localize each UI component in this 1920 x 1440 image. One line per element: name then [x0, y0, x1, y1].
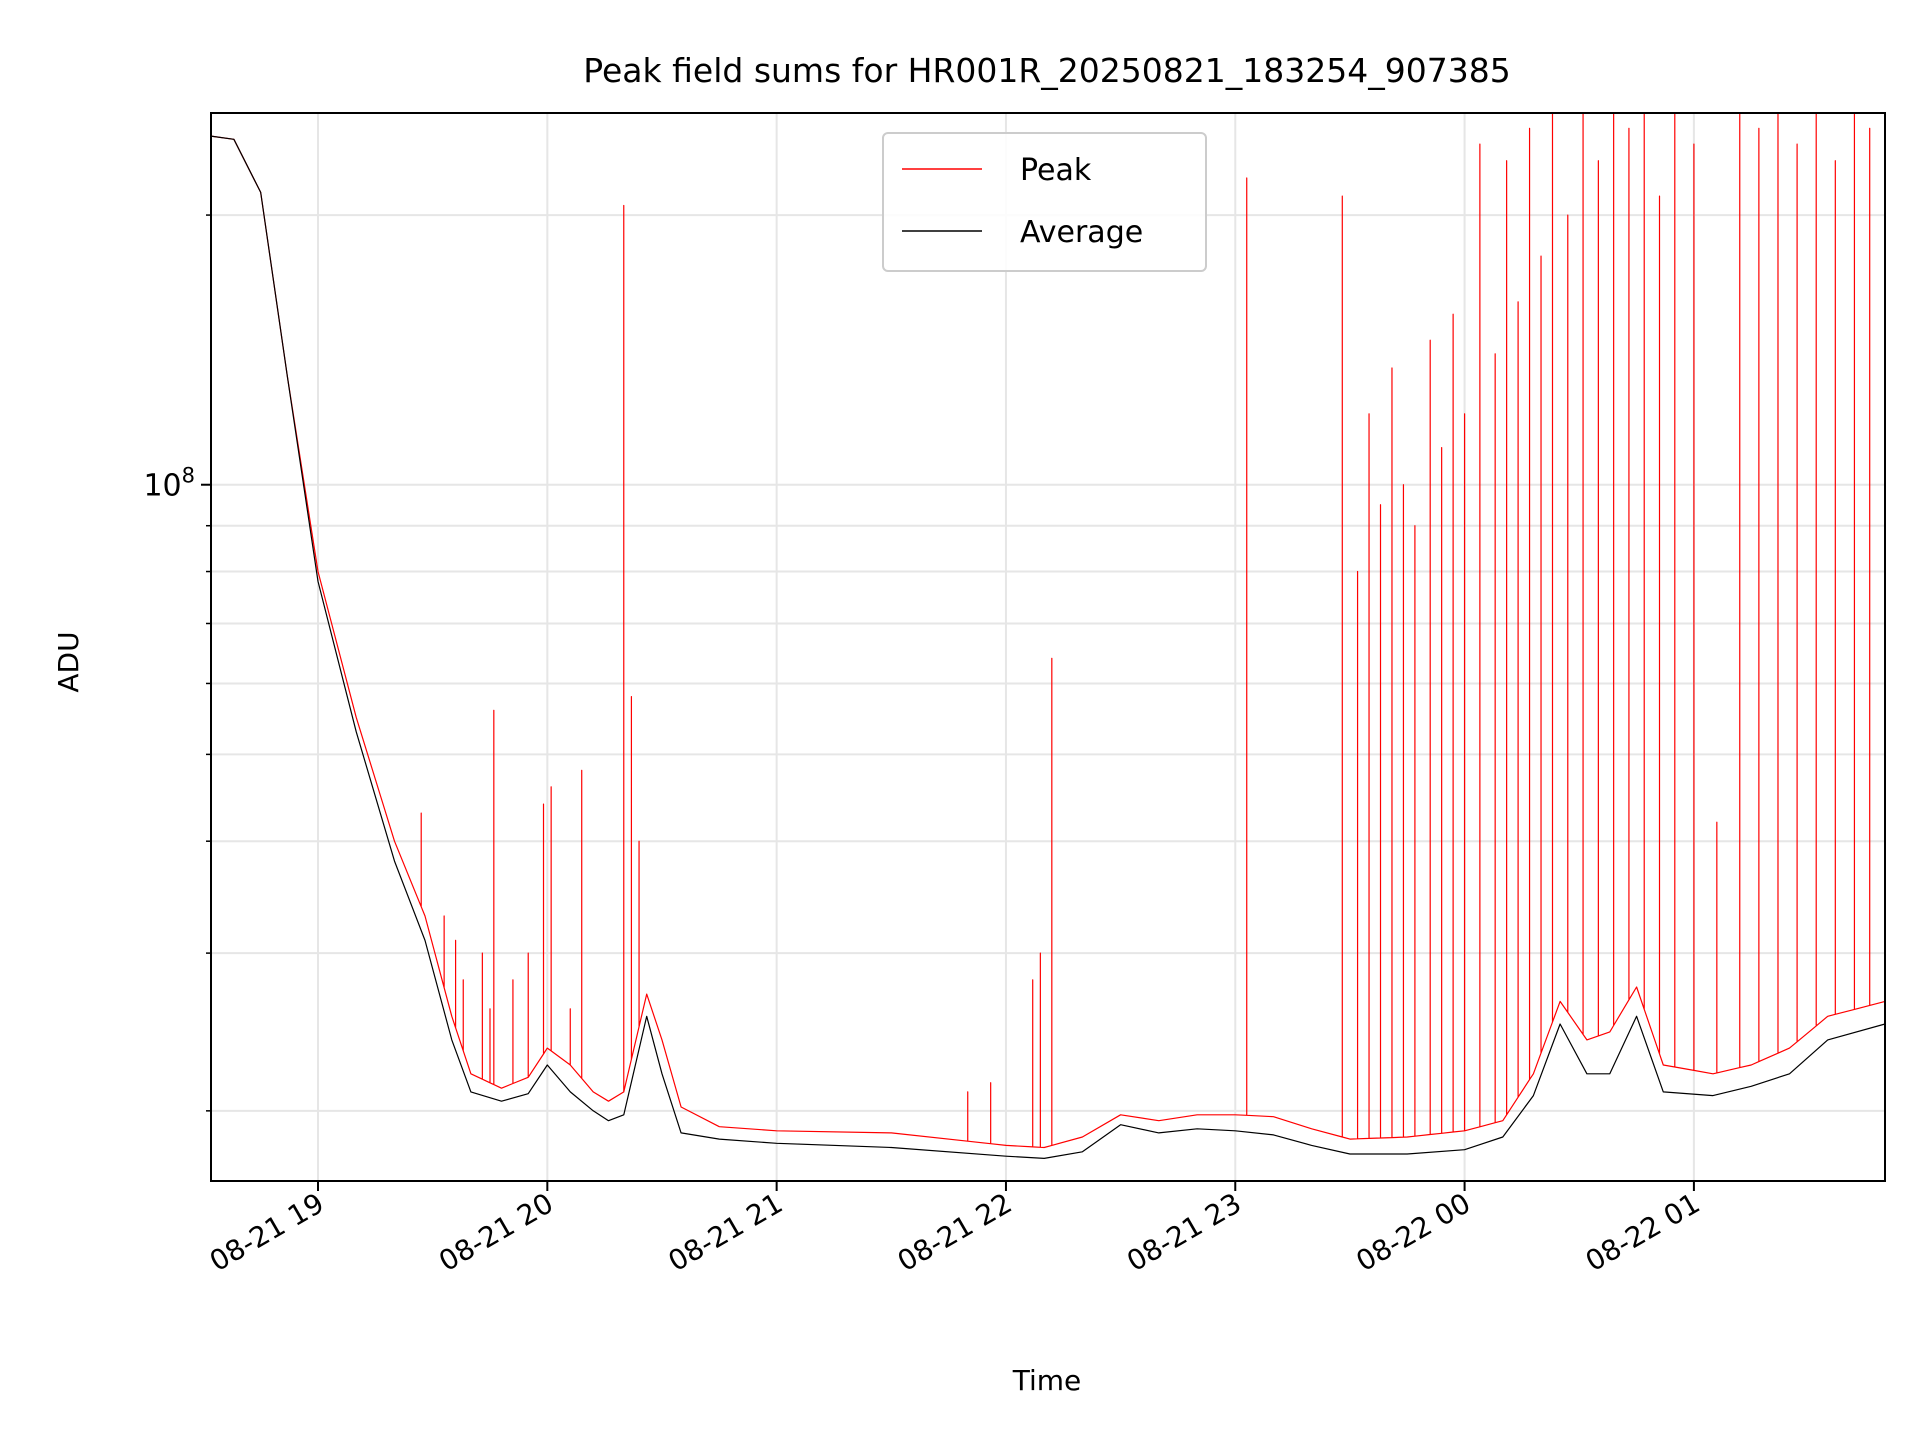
legend: Peak Average: [882, 132, 1207, 272]
y-axis-label: ADU: [52, 631, 85, 692]
y-tick-label: 108: [143, 464, 195, 504]
x-axis-label: Time: [1012, 1364, 1082, 1397]
legend-peak-label: Peak: [1020, 153, 1092, 188]
plot-frame: [210, 112, 1886, 1182]
y-axis-ticks: 108: [143, 214, 211, 1112]
plot-background: [211, 113, 1885, 1181]
series-lines: [210, 112, 1886, 1160]
average-series-line: [210, 135, 1886, 1160]
peak-series-line: [210, 112, 1886, 1149]
chart-title: Peak field sums for HR001R_20250821_1832…: [583, 51, 1510, 90]
plot-area: 08-21 19 08-21 20 08-21 21 08-21 22 08-21 23…: [143, 112, 1886, 1278]
legend-box: [882, 132, 1207, 272]
legend-average-label: Average: [1020, 215, 1143, 250]
